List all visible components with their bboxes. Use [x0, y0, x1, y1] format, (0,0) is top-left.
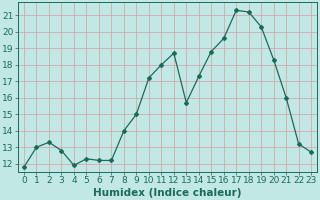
X-axis label: Humidex (Indice chaleur): Humidex (Indice chaleur) [93, 188, 242, 198]
